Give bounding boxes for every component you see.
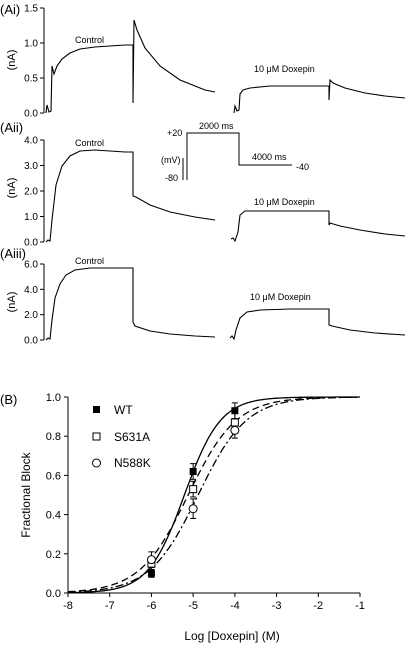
point-n588k-1 — [188, 504, 198, 514]
trace-aii-control — [45, 149, 216, 243]
panel-label-aii: (Aii) — [0, 120, 23, 135]
y-tick-label-b-0: 0.0 — [46, 588, 61, 600]
panel-label-aiii: (Aiii) — [0, 246, 26, 261]
data-points — [146, 407, 240, 577]
y-tick-label-aii-0: 0.0 — [24, 238, 38, 249]
point-wt-2 — [231, 407, 239, 415]
legend-label-s631a: S631A — [114, 430, 150, 444]
trace-ai-doxepin — [233, 78, 406, 114]
y-tick-label-b-3: 0.6 — [46, 470, 61, 482]
y-tick-label-b-2: 0.4 — [46, 510, 61, 522]
protocol-step-duration: 2000 ms — [199, 121, 234, 131]
x-tick-label-b-3: -5 — [188, 600, 198, 612]
y-tick-label-ai-2: 1.0 — [24, 39, 38, 50]
trace-ai-control — [45, 19, 216, 114]
trace-label-aiii-doxepin: 10 μM Doxepin — [250, 292, 311, 302]
y-tick-label-aii-4: 4.0 — [24, 136, 38, 147]
panel-aii: (Aii) (nA) 0.0 1.0 2.0 3.0 4.0 Control 10 μM… — [0, 120, 406, 249]
point-s631a-2 — [230, 418, 239, 427]
y-axis-label-ai: (nA) — [6, 50, 18, 71]
x-tick-label-b-6: -2 — [313, 600, 323, 612]
y-tick-label-aii-2: 2.0 — [24, 187, 38, 198]
protocol-tail-duration: 4000 ms — [252, 152, 287, 162]
y-ticks-aii: 0.0 1.0 2.0 3.0 4.0 — [24, 136, 44, 249]
x-axis-label-b: Log [Doxepin] (M) — [184, 629, 279, 643]
trace-aii-doxepin — [230, 210, 406, 243]
trace-label-ai-control: Control — [75, 35, 104, 45]
voltage-protocol: +20 -80 -40 (mV) 2000 ms 4000 ms — [161, 121, 309, 183]
trace-label-aiii-control: Control — [75, 256, 104, 266]
protocol-hold-mv: -80 — [165, 173, 178, 183]
fit-curve-n588k — [67, 396, 361, 593]
panel-b: (B) Fractional Block Log [Doxepin] (M) -… — [0, 392, 365, 643]
panel-aiii: (Aiii) (nA) 0.0 2.0 4.0 6.0 Control 10 μM D… — [0, 246, 406, 347]
point-wt-0 — [147, 569, 155, 577]
y-tick-label-aiii-3: 6.0 — [24, 260, 38, 271]
protocol-tail-mv: -40 — [296, 162, 309, 172]
legend-marker-n588k — [92, 458, 101, 468]
trace-aiii-doxepin — [229, 308, 406, 341]
trace-label-aii-control: Control — [75, 138, 104, 148]
fit-curve-wt — [67, 396, 360, 594]
y-tick-label-aii-3: 3.0 — [24, 161, 38, 172]
y-tick-label-aiii-1: 2.0 — [24, 310, 38, 321]
y-axis-label-aii: (nA) — [6, 178, 18, 199]
y-tick-label-aiii-0: 0.0 — [24, 336, 38, 347]
legend-label-wt: WT — [114, 403, 133, 417]
protocol-unit: (mV) — [161, 155, 181, 165]
protocol-step-mv: +20 — [167, 128, 182, 138]
trace-label-ai-doxepin: 10 μM Doxepin — [254, 64, 315, 74]
y-axis-label-aiii: (nA) — [6, 292, 18, 313]
fit-curve-s631a — [67, 396, 360, 593]
x-tick-label-b-4: -4 — [230, 600, 240, 612]
point-n588k-2 — [230, 425, 240, 435]
y-tick-label-b-5: 1.0 — [46, 392, 61, 404]
legend-marker-s631a — [92, 432, 101, 441]
x-tick-label-b-5: -3 — [272, 600, 282, 612]
panel-label-ai: (Ai) — [0, 2, 20, 17]
y-tick-label-aiii-2: 4.0 — [24, 285, 38, 296]
y-tick-label-b-1: 0.2 — [46, 549, 61, 561]
y-ticks-aiii: 0.0 2.0 4.0 6.0 — [24, 260, 44, 347]
legend-label-n588k: N588K — [114, 456, 151, 470]
x-tick-label-b-2: -6 — [147, 600, 157, 612]
protocol-trace — [186, 132, 292, 180]
y-axis-label-b: Fractional Block — [19, 451, 33, 537]
x-tick-label-b-1: -7 — [105, 600, 115, 612]
x-tick-label-b-0: -8 — [63, 600, 73, 612]
y-tick-label-b-4: 0.8 — [46, 431, 61, 443]
y-tick-label-ai-0: 0.0 — [24, 109, 38, 120]
panel-label-b: (B) — [0, 392, 17, 407]
y-ticks-ai: 0.0 0.5 1.0 1.5 — [24, 4, 44, 120]
trace-aiii-control — [45, 267, 216, 341]
fit-curves — [67, 396, 361, 594]
x-tick-label-b-7: -1 — [355, 600, 365, 612]
point-n588k-0 — [146, 555, 156, 565]
point-s631a-1 — [189, 485, 198, 494]
point-wt-1 — [189, 467, 197, 475]
y-tick-label-ai-1: 0.5 — [24, 74, 38, 85]
axis-ticks-b: -8 -7 -6 -5 -4 -3 -2 -1 0.0 0.2 0.4 0.6 0.8 1.0 — [46, 392, 365, 612]
y-tick-label-ai-3: 1.5 — [24, 4, 38, 15]
trace-label-aii-doxepin: 10 μM Doxepin — [254, 197, 315, 207]
panel-ai: (Ai) (nA) 0.0 0.5 1.0 1.5 Control 10 μM Dox… — [0, 2, 406, 120]
legend-marker-wt — [93, 406, 100, 413]
legend: WT S631A N588K — [92, 403, 151, 470]
y-tick-label-aii-1: 1.0 — [24, 212, 38, 223]
